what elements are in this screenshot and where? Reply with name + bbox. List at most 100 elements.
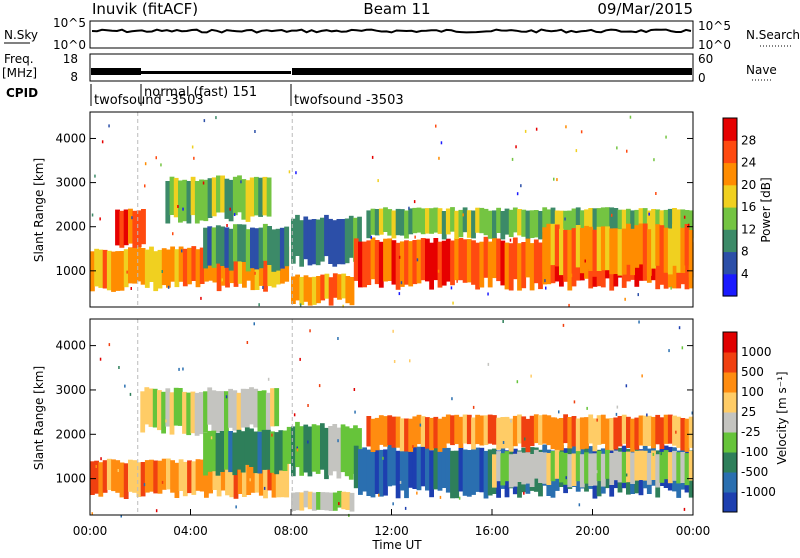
power-scatter-point [438, 156, 440, 160]
velocity-scatter-point [392, 329, 394, 333]
power-band-4-cell [332, 273, 338, 298]
velocity-band-6-cell [433, 416, 439, 449]
power-band-0-cell [123, 249, 129, 288]
velocity-band-5-cell [408, 445, 414, 488]
power-band-6-cell [462, 239, 468, 283]
power-band-8-cell [642, 223, 648, 265]
velocity-band-6-cell [588, 414, 594, 444]
power-scatter-point [637, 293, 639, 297]
power-band-7-cell [366, 210, 372, 239]
power-scatter-point [191, 145, 194, 149]
power-band-8-cell [684, 224, 690, 266]
power-band-8-cell [651, 225, 656, 269]
velocity-scatter-point [129, 392, 132, 396]
power-band-8-cell [667, 228, 673, 275]
velocity-band-0-cell [280, 462, 285, 498]
time-xaxis: 00:00 04:00 08:00 12:00 16:00 20:00 00:00 [73, 509, 710, 538]
velocity-scatter-point [516, 380, 519, 384]
power-band-0-cell [199, 247, 205, 284]
velocity-band-6-cell [550, 417, 556, 450]
velocity-band-7-cell [684, 453, 690, 486]
velocity-band-0-cell [140, 462, 146, 497]
power-band-2-cell [249, 177, 255, 217]
velocity-band-5-cell [487, 449, 493, 496]
velocity-scatter-point [681, 346, 684, 350]
velocity-band-5-cell [475, 447, 480, 492]
velocity-scatter-point [641, 374, 643, 378]
velocity-band-6-cell [391, 416, 397, 448]
nsearch-label: N.Search [746, 28, 800, 42]
velocity-band-0-cell [242, 462, 247, 497]
velocity-scatter-point [307, 404, 309, 407]
velocity-scatter-point [586, 406, 588, 410]
power-band-2-cell [232, 176, 238, 216]
velocity-band-2-cell [274, 432, 280, 475]
velocity-scatter-point [419, 423, 422, 427]
velocity-band-0-cell [166, 458, 171, 490]
freq-bar-1 [91, 68, 141, 75]
power-band-1-cell [119, 210, 125, 248]
power-scatter-point [452, 301, 454, 305]
power-band-8-cell [626, 223, 631, 265]
velocity-band-2-cell [244, 427, 250, 465]
velocity-band-0-cell [170, 460, 175, 493]
velocity-scatter-point [354, 410, 356, 414]
power-band-6-cell [655, 242, 661, 290]
power-band-8-cell [584, 225, 589, 270]
freq-label: Freq. [4, 52, 34, 66]
power-scatter-point [254, 130, 256, 133]
velocity-band-7-cell [651, 450, 656, 480]
velocity-scatter-point [668, 349, 670, 353]
velocity-band-7-cell [646, 452, 652, 485]
power-band-8-cell [563, 229, 568, 278]
velocity-band-6-cell [542, 414, 548, 444]
power-band-7-cell [475, 207, 480, 233]
power-band-7-cell [567, 210, 573, 239]
power-band-6-cell [370, 237, 376, 280]
power-band-0-cell [191, 246, 197, 281]
power-scatter-point [101, 140, 104, 144]
velocity-band-5-cell [358, 449, 363, 495]
power-scatter-point [648, 212, 650, 216]
power-band-6-cell [358, 241, 363, 288]
velocity-band-7-cell [634, 450, 640, 481]
velocity-band-5-cell [458, 447, 464, 492]
power-band-7-cell [579, 210, 585, 238]
power-band-7-cell [563, 210, 568, 239]
velocity-band-6-cell [659, 417, 665, 449]
power-band-5-cell [348, 215, 354, 258]
velocity-scatter-point [691, 411, 693, 415]
power-band-2-cell [262, 176, 268, 216]
power-band-6-cell [508, 243, 514, 291]
velocity-band-6-cell [487, 414, 493, 444]
power-scatter-point [288, 170, 291, 174]
velocity-band-3-cell [311, 424, 317, 472]
power-scatter-point [131, 216, 133, 220]
velocity-band-4-cell [303, 490, 309, 508]
velocity-colorbar-swatch [723, 472, 737, 493]
power-band-8-cell [559, 228, 564, 276]
velocity-band-5-cell [433, 446, 439, 490]
velocity-band-0-cell [263, 463, 268, 499]
power-scatter-point [665, 135, 667, 139]
velocity-scatter-point [117, 469, 119, 472]
power-colorbar-tick: 16 [741, 200, 756, 214]
velocity-band-6-cell [676, 416, 682, 448]
velocity-band-6-cell [517, 414, 522, 444]
power-scatter-point [544, 279, 546, 283]
velocity-band-5-cell [479, 447, 485, 493]
power-band-3-cell [275, 228, 281, 271]
velocity-scatter-point [458, 496, 461, 500]
velocity-band-7-cell [676, 452, 682, 484]
velocity-band-6-cell [416, 414, 422, 445]
velocity-scatter-point [161, 480, 164, 484]
cpid-segment-1: twofsound -3503 [94, 93, 204, 108]
velocity-band-2-cell [257, 431, 263, 474]
power-band-8-cell [567, 229, 573, 278]
power-band-6-cell [387, 238, 393, 281]
velocity-band-5-cell [466, 450, 472, 497]
velocity-scatter-point [392, 502, 394, 506]
velocity-band-4-cell [307, 491, 313, 510]
velocity-band-2-cell [282, 430, 288, 471]
velocity-scatter-point [118, 366, 120, 369]
